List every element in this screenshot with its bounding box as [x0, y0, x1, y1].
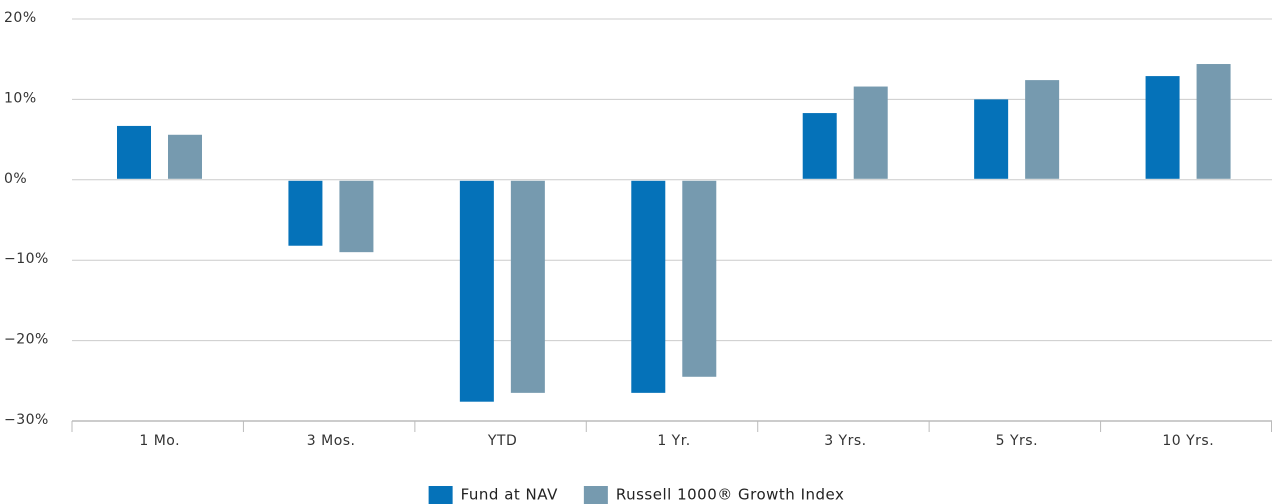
y-tick-label: 10%	[4, 90, 37, 106]
y-tick-label: 0%	[4, 171, 27, 187]
bar	[510, 180, 545, 393]
bar	[1196, 64, 1231, 179]
y-tick-label: −10%	[4, 251, 49, 267]
bar	[288, 180, 323, 246]
bar	[168, 134, 202, 179]
legend-swatch	[428, 486, 453, 504]
y-tick-label: −30%	[4, 412, 49, 428]
x-tick-label: YTD	[487, 433, 517, 449]
bar	[853, 86, 888, 179]
legend-label: Russell 1000® Growth Index	[616, 486, 845, 504]
x-tick-label: 10 Yrs.	[1162, 433, 1214, 449]
bar	[974, 99, 1009, 179]
x-tick-label: 5 Yrs.	[996, 433, 1038, 449]
bar	[117, 125, 151, 179]
bar	[682, 180, 717, 377]
bar	[802, 113, 837, 179]
y-tick-label: −20%	[4, 332, 49, 348]
bar	[339, 180, 374, 253]
bar	[1145, 76, 1180, 179]
legend: Fund at NAV Russell 1000® Growth Index	[428, 486, 845, 504]
legend-swatch	[583, 486, 608, 504]
x-tick-label: 3 Yrs.	[824, 433, 866, 449]
x-tick-label: 1 Mo.	[139, 433, 180, 449]
x-tick-label: 1 Yr.	[657, 433, 690, 449]
x-tick-label: 3 Mos.	[307, 433, 356, 449]
bar	[459, 180, 494, 402]
legend-label: Fund at NAV	[461, 486, 558, 504]
bar	[631, 180, 666, 393]
bar	[1025, 80, 1060, 179]
y-tick-label: 20%	[4, 10, 37, 26]
